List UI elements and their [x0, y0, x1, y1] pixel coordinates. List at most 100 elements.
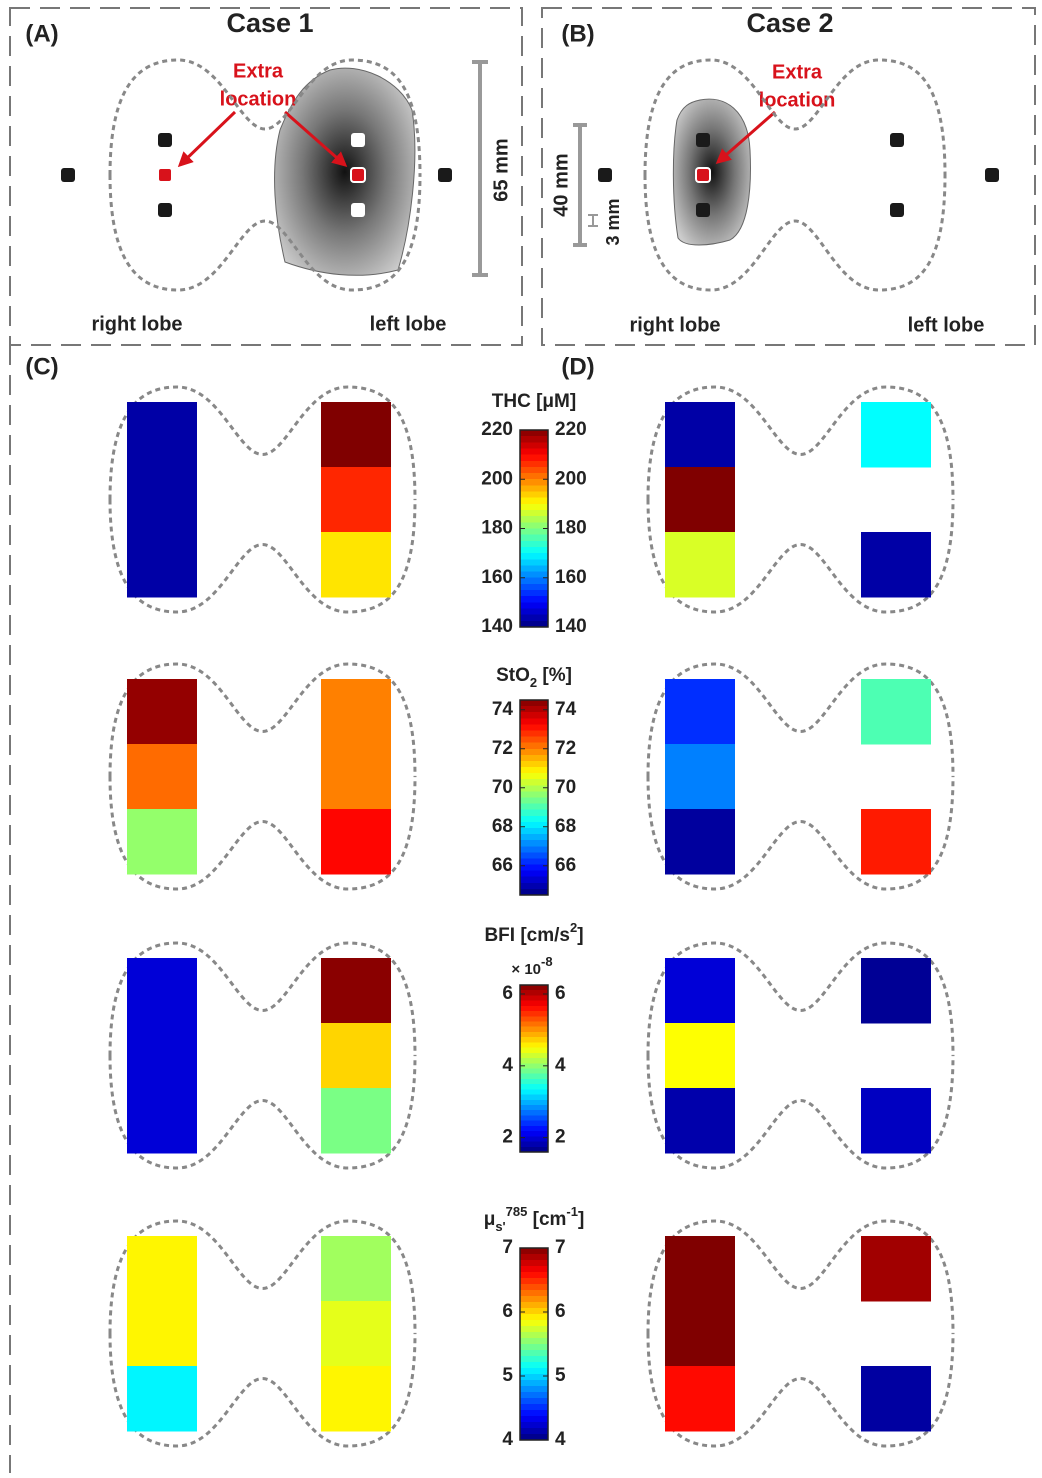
map-block — [321, 958, 391, 1024]
tick-label: 7 — [502, 1237, 513, 1258]
tick-label: 140 — [481, 616, 513, 637]
source — [890, 203, 904, 217]
map-block — [861, 809, 931, 875]
annotation: Extra — [772, 61, 823, 83]
tick-label: 140 — [555, 616, 587, 637]
map-block — [665, 1088, 735, 1154]
lobe-label: left lobe — [908, 314, 985, 336]
map-block — [665, 744, 735, 810]
tick-label: 160 — [555, 567, 587, 588]
case-title: Case 1 — [226, 8, 313, 38]
map-block — [321, 532, 391, 598]
map-block — [127, 1088, 197, 1154]
tick-label: 7 — [555, 1237, 566, 1258]
colorbar-title: BFI [cm/s2] — [484, 920, 583, 946]
tick-label: 2 — [555, 1127, 566, 1148]
source — [158, 203, 172, 217]
source — [438, 168, 452, 182]
map-block — [127, 1366, 197, 1432]
tick-label: 2 — [502, 1127, 513, 1148]
tick-label: 220 — [555, 419, 587, 440]
map-block — [127, 1301, 197, 1367]
colorbar-title: StO2 [%] — [496, 665, 572, 690]
map-block — [861, 679, 931, 745]
source — [351, 133, 365, 147]
tick-label: 4 — [502, 1429, 513, 1450]
map-block — [321, 1088, 391, 1154]
tick-label: 5 — [502, 1365, 513, 1386]
map-block — [321, 1301, 391, 1367]
label-part: μ — [484, 1209, 496, 1230]
map-block — [127, 809, 197, 875]
source — [158, 168, 172, 182]
tick-label: 4 — [555, 1055, 566, 1076]
source — [985, 168, 999, 182]
label-part: BFI [cm/s — [484, 925, 570, 946]
map-block — [127, 744, 197, 810]
tick-label: 66 — [492, 855, 513, 876]
map-block — [861, 1088, 931, 1154]
panel-frame — [542, 8, 1035, 345]
tick-label: 74 — [492, 699, 514, 720]
tick-label: 6 — [555, 983, 566, 1004]
tick-label: 5 — [555, 1365, 566, 1386]
label-part: [%] — [537, 665, 572, 686]
colorbar-title: μs'785 [cm-1] — [484, 1204, 585, 1234]
map-block — [127, 679, 197, 745]
label-part: 2 — [530, 675, 537, 690]
map-block — [127, 402, 197, 468]
source — [890, 133, 904, 147]
map-block — [861, 1366, 931, 1432]
case-title: Case 2 — [746, 8, 833, 38]
tick-label: 74 — [555, 699, 577, 720]
tick-label: 220 — [481, 419, 513, 440]
colorbar-title: THC [μM] — [492, 391, 576, 412]
tumor — [673, 99, 750, 245]
figure: (A) Case 1 Extra location 65 mm right lo… — [0, 0, 1042, 1473]
source — [158, 133, 172, 147]
map-block — [665, 467, 735, 533]
tick-label: 200 — [555, 468, 587, 489]
source — [598, 168, 612, 182]
label-part: [cm — [527, 1209, 566, 1230]
map-block — [665, 1366, 735, 1432]
tick-label: 70 — [492, 777, 513, 798]
lobe-label: right lobe — [629, 314, 720, 336]
arrow — [180, 112, 235, 165]
scale-label: 40 mm — [550, 153, 572, 216]
map-block — [665, 809, 735, 875]
tick-label: 6 — [502, 1301, 513, 1322]
scale-label: 65 mm — [490, 138, 512, 201]
map-block — [321, 809, 391, 875]
tick-label: 4 — [555, 1429, 566, 1450]
map-block — [321, 467, 391, 533]
label-part: 2 — [570, 920, 577, 935]
tick-label: 200 — [481, 468, 513, 489]
map-block — [665, 532, 735, 598]
label-part: StO — [496, 665, 530, 686]
map-block — [321, 744, 391, 810]
panel-label: (A) — [25, 20, 58, 47]
source — [61, 168, 75, 182]
tick-label: 68 — [492, 816, 513, 837]
source — [696, 168, 710, 182]
map-block — [861, 958, 931, 1024]
map-block — [321, 679, 391, 745]
map-block — [321, 402, 391, 468]
map-block — [321, 1023, 391, 1089]
colorbar-multiplier: × 10-8 — [511, 954, 552, 978]
tick-label: 160 — [481, 567, 513, 588]
source — [351, 203, 365, 217]
scale-label: 3 mm — [603, 198, 623, 245]
map-block — [127, 1236, 197, 1302]
annotation: Extra — [233, 60, 284, 82]
tick-label: 72 — [492, 738, 513, 759]
label-part: THC [μM] — [492, 391, 576, 412]
map-block — [665, 1023, 735, 1089]
panel-label: (C) — [25, 353, 58, 380]
map-block — [127, 532, 197, 598]
lobe-label: left lobe — [370, 313, 447, 335]
map-block — [861, 532, 931, 598]
label-part: ] — [577, 925, 583, 946]
tick-label: 68 — [555, 816, 576, 837]
